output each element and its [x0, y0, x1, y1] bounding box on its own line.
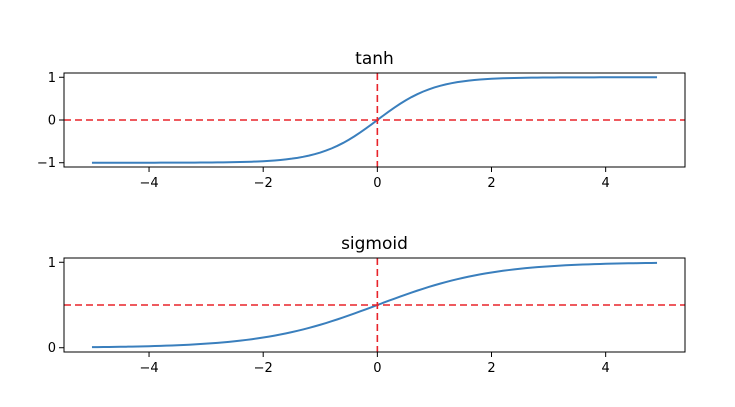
x-tick-label: 0	[373, 176, 381, 191]
x-tick-label: −2	[254, 361, 273, 376]
series-line-tanh	[91, 76, 658, 164]
series-line-sigmoid	[91, 261, 658, 349]
subplot-title: sigmoid	[341, 234, 408, 254]
x-tick-label: 2	[487, 361, 495, 376]
x-tick-label: −4	[139, 176, 158, 191]
subplot-sigmoid: sigmoid −4 −2 0 2 4 0 1	[48, 234, 686, 376]
y-tick-label: 0	[48, 114, 56, 129]
axes-frame	[63, 257, 686, 353]
y-tick-label: 1	[48, 256, 56, 271]
subplot-title: tanh	[355, 49, 394, 69]
x-tick-label: −4	[139, 361, 158, 376]
subplot-tanh: tanh −4 −2 0 2 4 −1 0 1	[37, 49, 686, 191]
y-tick-label: 0	[48, 341, 56, 356]
y-tick-label: −1	[37, 156, 56, 171]
y-tick-label: 1	[48, 71, 56, 86]
x-tick-label: 2	[487, 176, 495, 191]
x-tick-label: 0	[373, 361, 381, 376]
x-tick-label: −2	[254, 176, 273, 191]
x-tick-label: 4	[602, 361, 610, 376]
x-tick-label: 4	[602, 176, 610, 191]
